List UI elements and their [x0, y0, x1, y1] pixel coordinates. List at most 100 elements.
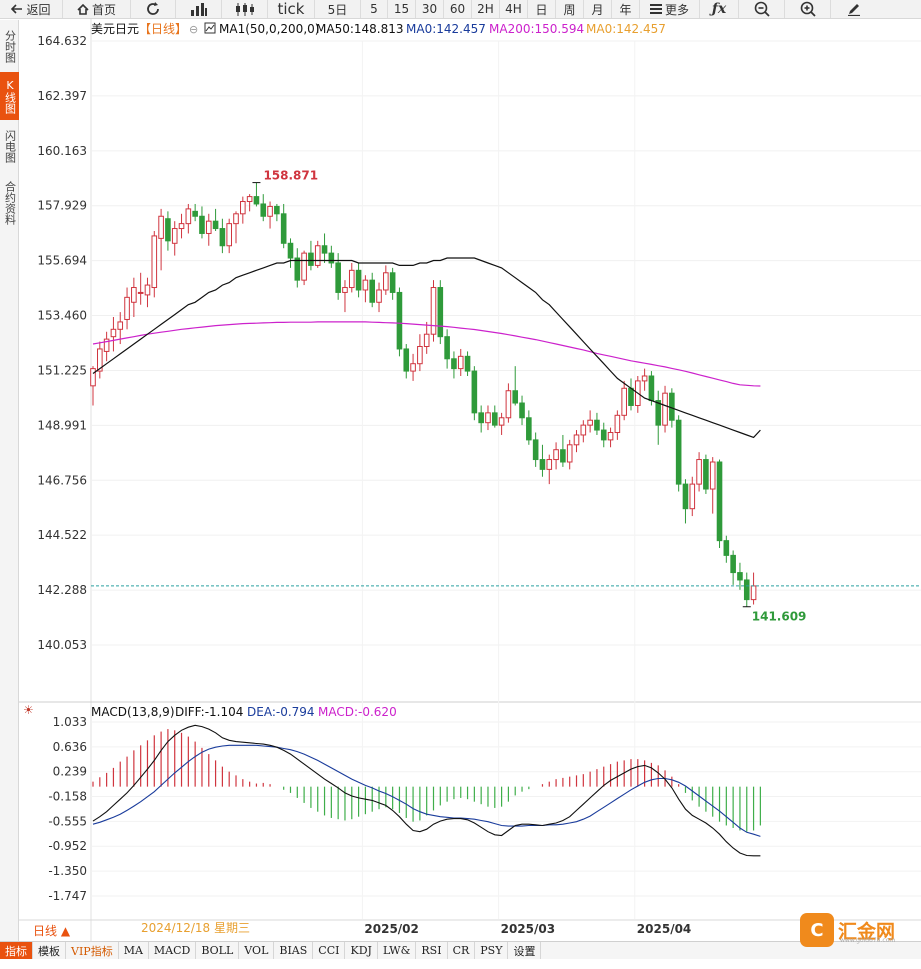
candle-body: [110, 328, 117, 338]
macd-settings-icon[interactable]: ☀: [23, 703, 34, 717]
tab-macd[interactable]: MACD: [149, 942, 197, 959]
back-button[interactable]: 返回: [0, 0, 63, 18]
ma-toggle-icon[interactable]: [204, 22, 216, 34]
candle-body: [199, 215, 205, 234]
candle-up: [124, 287, 130, 330]
more-button[interactable]: 更多: [640, 0, 700, 18]
candle-body: [730, 554, 736, 574]
period-60min[interactable]: 60: [444, 0, 472, 18]
candle-up: [587, 410, 593, 433]
period-2h[interactable]: 2H: [472, 0, 500, 18]
price-tick-label: 155.694: [37, 254, 87, 268]
candle-down: [212, 208, 219, 232]
candle-down: [389, 267, 396, 300]
candle-up: [110, 317, 117, 352]
candle-body: [294, 257, 301, 281]
candle-down: [369, 272, 376, 308]
formula-button[interactable]: ƒx: [700, 0, 739, 18]
tab-contract-info[interactable]: 合约资料: [3, 181, 17, 225]
candle-body: [716, 461, 723, 542]
candle-body: [743, 579, 750, 601]
period-30min[interactable]: 30: [416, 0, 444, 18]
candle-body: [641, 375, 648, 382]
candle-body: [614, 414, 621, 434]
tab-bias[interactable]: BIAS: [274, 942, 314, 959]
tab-flash[interactable]: 闪电图: [3, 129, 17, 163]
x-tick-label: 2025/03: [501, 922, 555, 936]
candle-up: [417, 334, 423, 372]
tab-vip-indicators[interactable]: VIP指标: [66, 942, 119, 959]
tab-ma[interactable]: MA: [119, 942, 149, 959]
ma0b-value: MA0:142.457: [586, 22, 666, 36]
kline-chart[interactable]: 164.632 162.397 160.163 157.929 155.694 153.4…: [19, 19, 921, 941]
candle-down: [451, 351, 457, 379]
tab-intraday[interactable]: 分时图: [3, 29, 17, 63]
macd-tick-label: -1.350: [48, 864, 87, 878]
logo-mark-icon: C: [800, 913, 834, 947]
candle-body: [260, 203, 267, 217]
tab-lw[interactable]: LW&: [378, 942, 417, 959]
period-day[interactable]: 日: [528, 0, 556, 18]
draw-button[interactable]: [831, 0, 877, 18]
tab-cci[interactable]: CCI: [313, 942, 346, 959]
tab-boll[interactable]: BOLL: [196, 942, 240, 959]
period-4h[interactable]: 4H: [500, 0, 528, 18]
candle-body: [97, 348, 103, 372]
settings-icon[interactable]: ⊖: [189, 23, 198, 36]
tab-psy[interactable]: PSY: [475, 942, 509, 959]
candle-down: [600, 422, 607, 448]
candle-down: [328, 245, 335, 268]
tab-kline[interactable]: K线图: [0, 72, 19, 120]
candle-up: [144, 277, 151, 308]
candle-down: [471, 366, 478, 421]
period-week[interactable]: 周: [556, 0, 584, 18]
ma0-value: MA0:142.457: [406, 22, 486, 36]
home-button[interactable]: 首页: [63, 0, 131, 18]
candle-down: [526, 410, 532, 445]
candle-body: [240, 201, 246, 215]
indicator-tabs: 指标 模板 VIP指标 MA MACD BOLL VOL BIAS CCI KD…: [0, 941, 921, 959]
zoom-in-button[interactable]: [785, 0, 831, 18]
period-year-label: 年: [619, 2, 632, 17]
candle-up: [301, 250, 307, 286]
candle-down: [730, 550, 736, 585]
period-label[interactable]: 日线 ▲: [33, 924, 71, 938]
period-5day[interactable]: 5日: [315, 0, 361, 18]
candle-body: [539, 459, 546, 470]
tab-indicators[interactable]: 指标: [0, 942, 33, 959]
zoom-out-button[interactable]: [739, 0, 785, 18]
period-month[interactable]: 月: [584, 0, 612, 18]
candle-up: [607, 427, 614, 448]
period-year[interactable]: 年: [612, 0, 640, 18]
tick-button[interactable]: tick: [268, 0, 315, 18]
macd-macd-value: MACD:-0.620: [318, 705, 397, 719]
tab-cr[interactable]: CR: [448, 942, 476, 959]
candle-body: [226, 223, 232, 247]
candle-up: [566, 439, 573, 470]
candle-up: [158, 208, 164, 271]
tab-vol[interactable]: VOL: [239, 942, 275, 959]
tab-settings[interactable]: 设置: [508, 942, 542, 959]
candle-body: [628, 387, 634, 406]
macd-tick-label: 0.636: [53, 740, 87, 754]
candle-down: [737, 562, 743, 590]
price-tick-label: 144.522: [37, 528, 87, 542]
tab-templates[interactable]: 模板: [33, 942, 66, 959]
chart-type-button[interactable]: [176, 0, 222, 18]
indicator-button[interactable]: [222, 0, 268, 18]
candle-body: [383, 272, 389, 291]
candle-up: [573, 430, 580, 453]
tab-rsi[interactable]: RSI: [416, 942, 448, 959]
candle-up: [696, 452, 702, 492]
candle-body: [137, 291, 144, 294]
refresh-button[interactable]: [131, 0, 176, 18]
period-5min[interactable]: 5: [361, 0, 388, 18]
candle-body: [410, 363, 416, 372]
candle-down: [655, 390, 662, 445]
x-tick-label: 2025/04: [637, 922, 691, 936]
candle-down: [403, 344, 410, 379]
candle-body: [342, 287, 348, 293]
period-15min[interactable]: 15: [388, 0, 416, 18]
tab-kdj[interactable]: KDJ: [345, 942, 378, 959]
candle-up: [641, 368, 648, 391]
